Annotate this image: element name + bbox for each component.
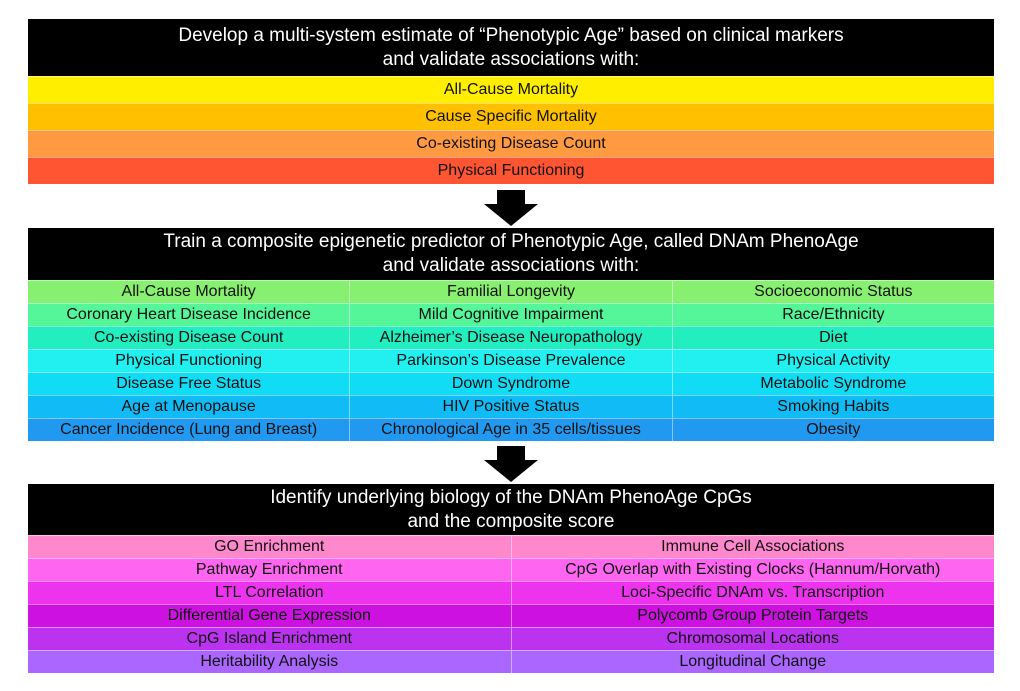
down-arrow-icon	[484, 190, 538, 226]
association-item: Obesity	[671, 419, 994, 441]
table-row: Physical Functioning Parkinson’s Disease …	[28, 349, 994, 372]
table-row: Differential Gene Expression Polycomb Gro…	[28, 604, 994, 627]
box-dnam-phenoage: Train a composite epigenetic predictor o…	[28, 228, 994, 441]
association-item: Immune Cell Associations	[510, 536, 995, 558]
box-header: Develop a multi-system estimate of “Phen…	[28, 19, 994, 76]
association-item: Polycomb Group Protein Targets	[510, 605, 995, 627]
association-item: Smoking Habits	[671, 396, 994, 418]
table-row: LTL Correlation Loci-Specific DNAm vs. Tr…	[28, 581, 994, 604]
association-item: CpG Island Enrichment	[186, 630, 352, 647]
association-item: Cancer Incidence (Lung and Breast)	[60, 421, 318, 438]
table-row: Co-existing Disease Count Alzheimer’s Dis…	[28, 326, 994, 349]
header-line: and validate associations with:	[382, 48, 640, 70]
association-item: Physical Functioning	[437, 162, 585, 179]
header-line: Identify underlying biology of the DNAm …	[270, 486, 752, 508]
association-item: Socioeconomic Status	[671, 281, 994, 303]
association-item: HIV Positive Status	[349, 396, 671, 418]
association-item: Age at Menopause	[121, 398, 256, 415]
table-row: Pathway Enrichment CpG Overlap with Exist…	[28, 558, 994, 581]
association-item: Disease Free Status	[116, 375, 262, 392]
association-item: All-Cause Mortality	[121, 283, 256, 300]
association-item: CpG Overlap with Existing Clocks (Hannum…	[510, 559, 995, 581]
association-item: Loci-Specific DNAm vs. Transcription	[510, 582, 995, 604]
association-item: Diet	[671, 327, 994, 349]
table-row: CpG Island Enrichment Chromosomal Locatio…	[28, 627, 994, 650]
association-item: Chromosomal Locations	[510, 628, 995, 650]
association-item: Metabolic Syndrome	[671, 373, 994, 395]
association-item: Chronological Age in 35 cells/tissues	[349, 419, 671, 441]
association-item: Differential Gene Expression	[167, 607, 371, 624]
association-item: Alzheimer’s Disease Neuropathology	[349, 327, 671, 349]
association-item: LTL Correlation	[215, 584, 324, 601]
table-row: Cancer Incidence (Lung and Breast) Chrono…	[28, 418, 994, 441]
association-item: All-Cause Mortality	[443, 81, 579, 98]
association-item: Co-existing Disease Count	[93, 329, 284, 346]
association-item: Longitudinal Change	[510, 651, 995, 673]
table-row: All-Cause Mortality Familial Longevity Soc…	[28, 280, 994, 303]
association-item: Mild Cognitive Impairment	[349, 304, 671, 326]
association-item: Physical Activity	[671, 350, 994, 372]
table-row: Physical Functioning	[28, 157, 994, 184]
table-row: Co-existing Disease Count	[28, 130, 994, 157]
down-arrow-icon	[484, 446, 538, 482]
header-line: Develop a multi-system estimate of “Phen…	[178, 24, 844, 46]
table-row: All-Cause Mortality	[28, 76, 994, 103]
association-item: Familial Longevity	[349, 281, 671, 303]
association-item: Coronary Heart Disease Incidence	[66, 306, 311, 323]
table-row: Age at Menopause HIV Positive Status Smoki…	[28, 395, 994, 418]
box-header: Identify underlying biology of the DNAm …	[28, 484, 994, 535]
association-item: Heritability Analysis	[200, 653, 339, 670]
header-line: and the composite score	[407, 510, 615, 532]
table-row: Coronary Heart Disease Incidence Mild Cog…	[28, 303, 994, 326]
association-item: Co-existing Disease Count	[416, 135, 606, 152]
table-row: Cause Specific Mortality	[28, 103, 994, 130]
association-item: Physical Functioning	[115, 352, 263, 369]
association-item: Cause Specific Mortality	[425, 108, 597, 125]
header-line: Train a composite epigenetic predictor o…	[163, 231, 859, 252]
table-row: Disease Free Status Down Syndrome Metaboli…	[28, 372, 994, 395]
header-line: and validate associations with:	[382, 255, 640, 276]
association-item: Parkinson’s Disease Prevalence	[349, 350, 671, 372]
association-item: Down Syndrome	[349, 373, 671, 395]
box-phenotypic-age: Develop a multi-system estimate of “Phen…	[28, 19, 994, 184]
box-underlying-biology: Identify underlying biology of the DNAm …	[28, 484, 994, 673]
association-item: Race/Ethnicity	[671, 304, 994, 326]
box-header: Train a composite epigenetic predictor o…	[28, 228, 994, 280]
table-row: Heritability Analysis Longitudinal Change	[28, 650, 994, 673]
table-row: GO Enrichment Immune Cell Associations	[28, 535, 994, 558]
association-item: Pathway Enrichment	[195, 561, 343, 578]
association-item: GO Enrichment	[214, 538, 325, 555]
